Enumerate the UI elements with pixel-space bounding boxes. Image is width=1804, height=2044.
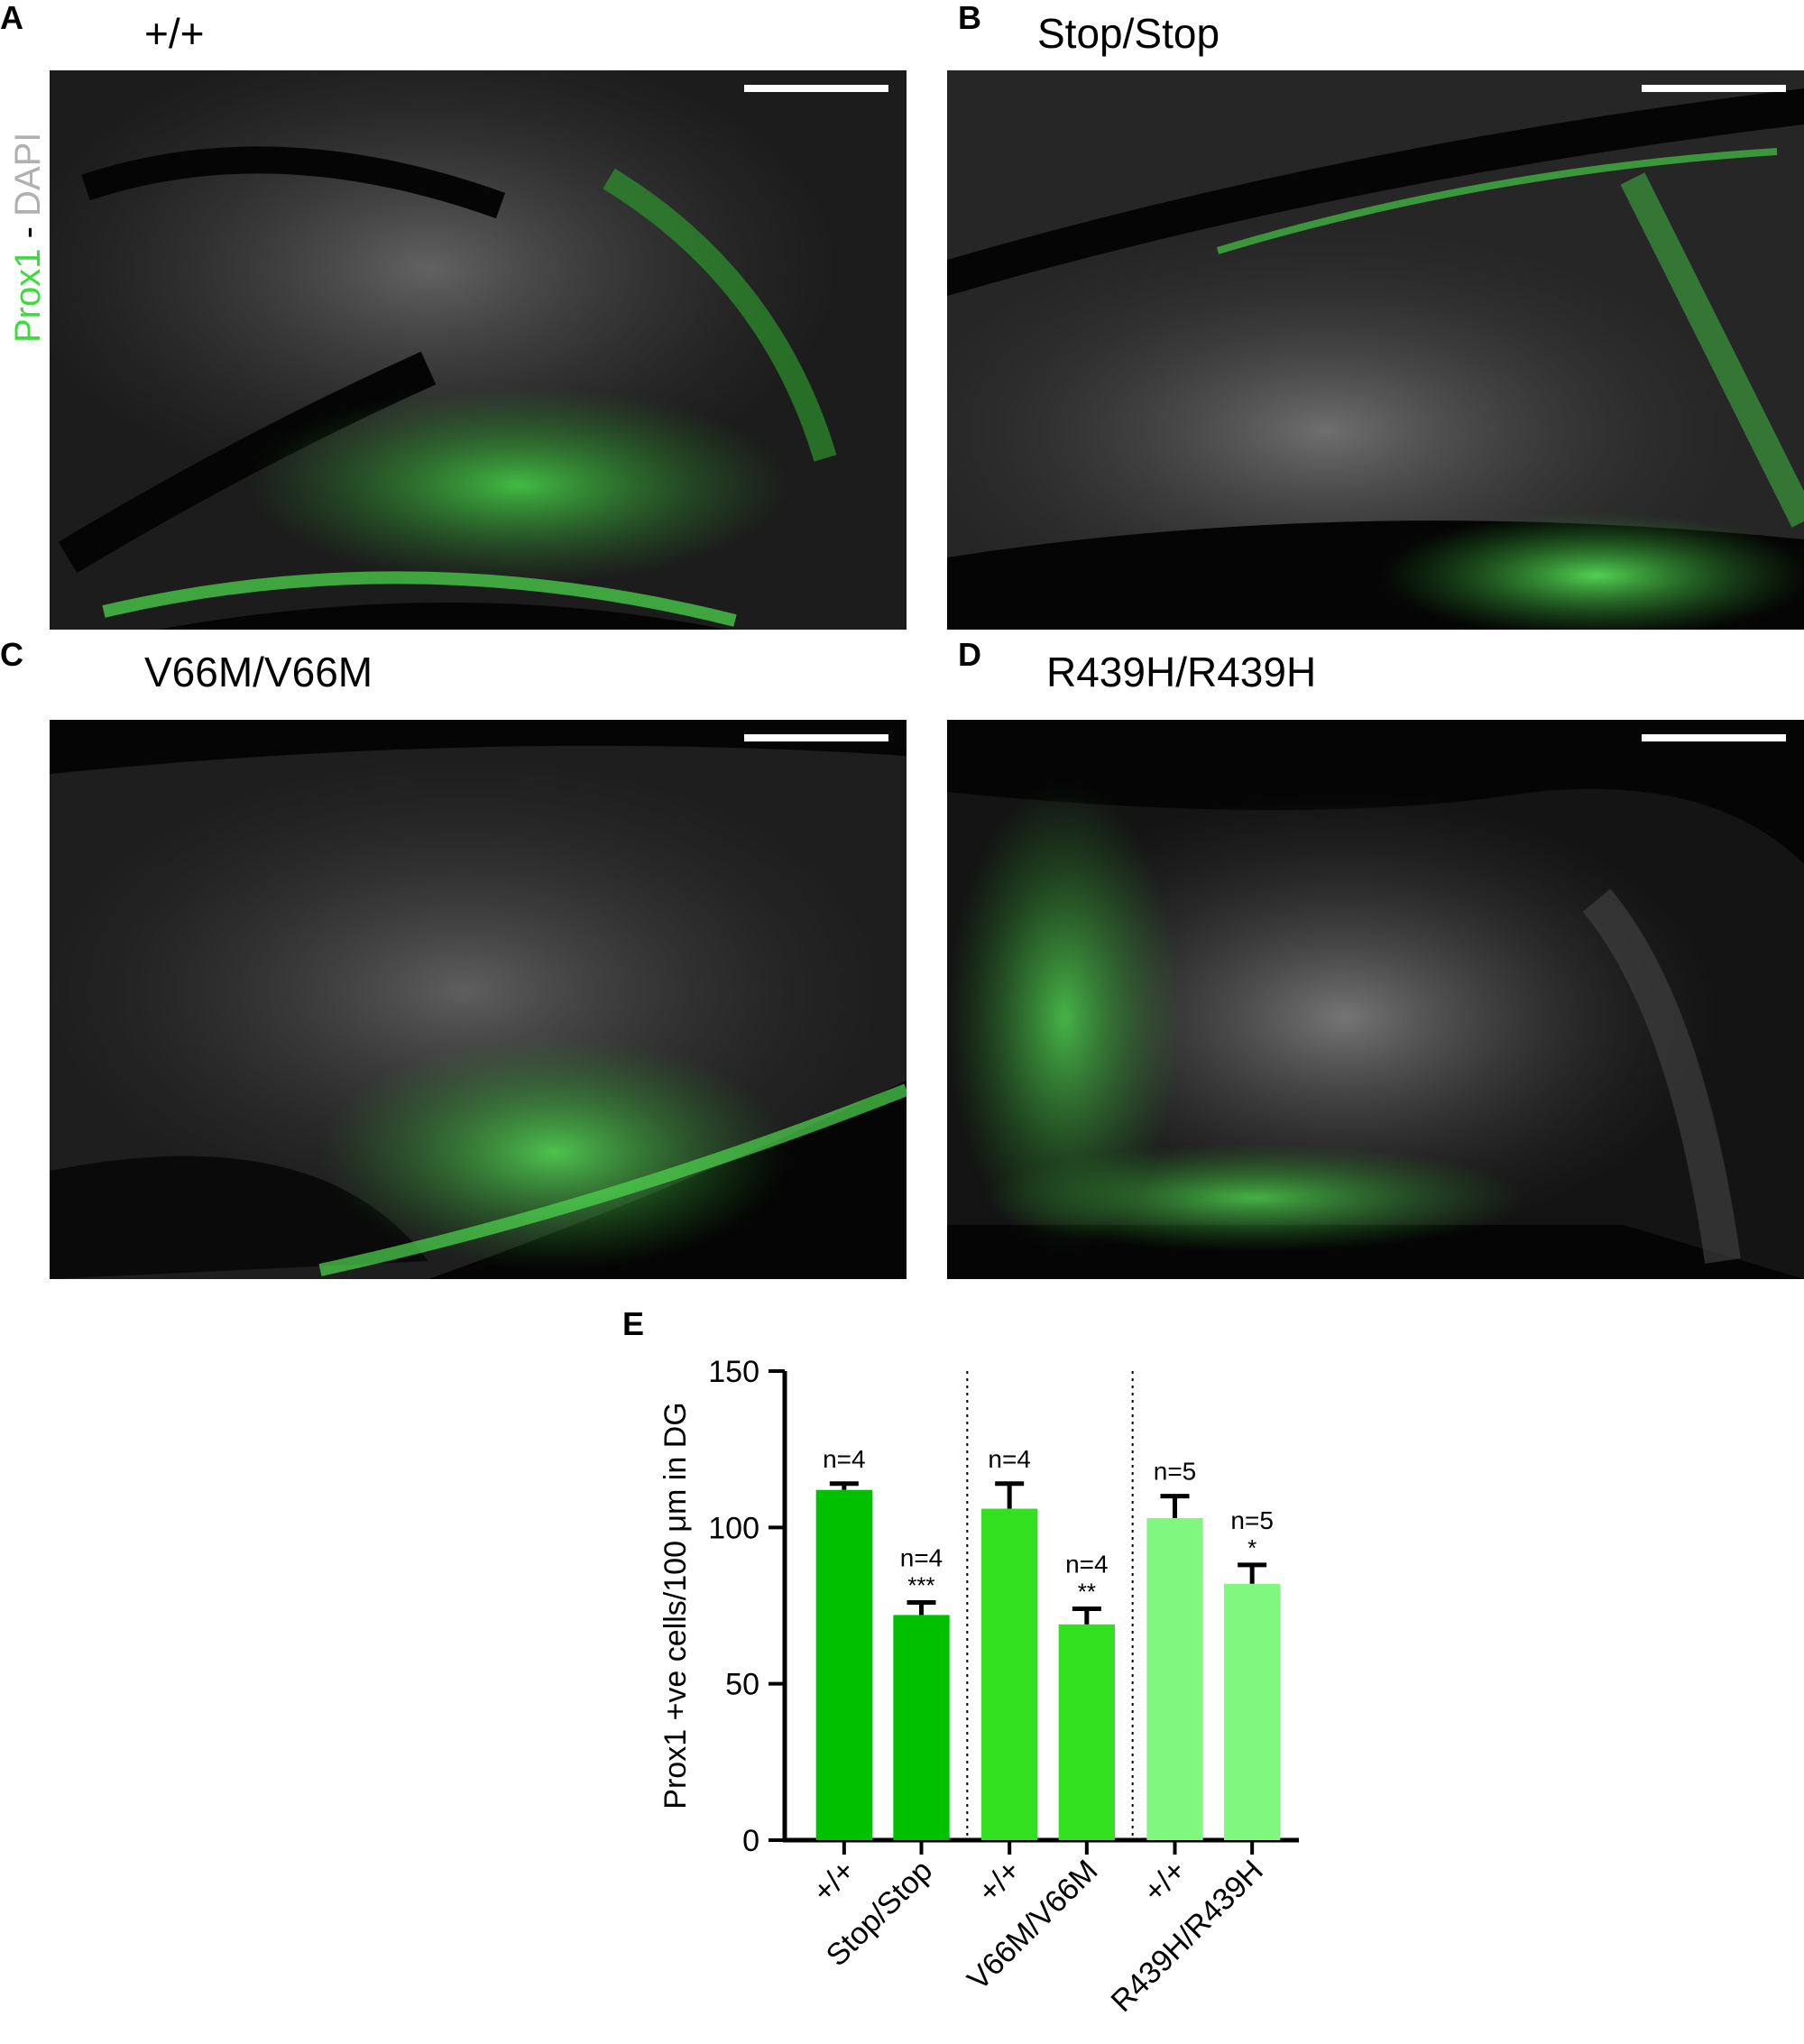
scale-bar-a (744, 85, 888, 92)
panel-e-letter: E (622, 1305, 645, 1342)
bar-5 (1224, 1583, 1281, 1840)
y-axis-label: Prox1 +ve cells/100 μm in DG (658, 1402, 693, 1809)
scale-bar-c (744, 734, 888, 741)
panel-a-letter: A (0, 0, 23, 36)
bar-chart: Prox1 +ve cells/100 μm in DG 0 50 100 150 n=4… (649, 1303, 1335, 2039)
stain-label-svg: Prox1 - DAPI (8, 133, 48, 343)
panel-b-title: Stop/Stop (1037, 10, 1220, 57)
x-tick-label-0: +/+ (806, 1854, 862, 1910)
bar-2 (981, 1508, 1038, 1840)
n-label-1: n=4 (900, 1544, 943, 1572)
bar-0 (815, 1489, 872, 1840)
stain-separator-text: - (8, 216, 48, 249)
n-label-3: n=4 (1065, 1550, 1109, 1578)
n-label-4: n=5 (1154, 1458, 1197, 1486)
significance-label-5: * (1247, 1534, 1256, 1561)
micrograph-d (947, 720, 1804, 1279)
significance-label-1: *** (907, 1572, 934, 1599)
bar-3 (1058, 1624, 1115, 1840)
micrograph-a (50, 70, 907, 630)
micrograph-a-image (50, 70, 907, 630)
significance-label-3: ** (1078, 1578, 1096, 1605)
n-label-2: n=4 (988, 1445, 1031, 1473)
n-label-0: n=4 (823, 1445, 866, 1473)
micrograph-c-image (50, 720, 907, 1279)
micrograph-b-image (947, 70, 1804, 630)
y-tick-label-2: 100 (708, 1511, 759, 1545)
micrograph-c (50, 720, 907, 1279)
panel-d-title: R439H/R439H (1046, 649, 1317, 695)
panel-c-title: V66M/V66M (144, 649, 373, 695)
stain-label: Prox1 - DAPI (7, 72, 49, 343)
scale-bar-d (1642, 734, 1786, 741)
bar-1 (893, 1615, 950, 1840)
stain-green-text: Prox1 (8, 249, 48, 344)
micrograph-d-image (947, 720, 1804, 1279)
n-label-5: n=5 (1230, 1506, 1274, 1534)
y-tick-label-3: 150 (708, 1355, 759, 1389)
bar-chart-svg: Prox1 +ve cells/100 μm in DG 0 50 100 150 n=4… (658, 1355, 1299, 2019)
x-tick-label-4: +/+ (1137, 1854, 1193, 1910)
svg-text:Prox1 - DAPI: Prox1 - DAPI (8, 133, 48, 343)
y-tick-label-0: 0 (742, 1824, 759, 1858)
panel-d-letter: D (958, 636, 981, 673)
panel-c-letter: C (0, 636, 23, 673)
micrograph-b (947, 70, 1804, 630)
y-tick-label-1: 50 (725, 1668, 759, 1702)
bar-4 (1146, 1517, 1203, 1840)
panel-b-letter: B (958, 0, 981, 36)
panel-a-title: +/+ (144, 10, 205, 57)
scale-bar-b (1642, 85, 1786, 92)
x-tick-label-2: +/+ (971, 1854, 1027, 1910)
stain-gray-text: DAPI (8, 133, 48, 216)
